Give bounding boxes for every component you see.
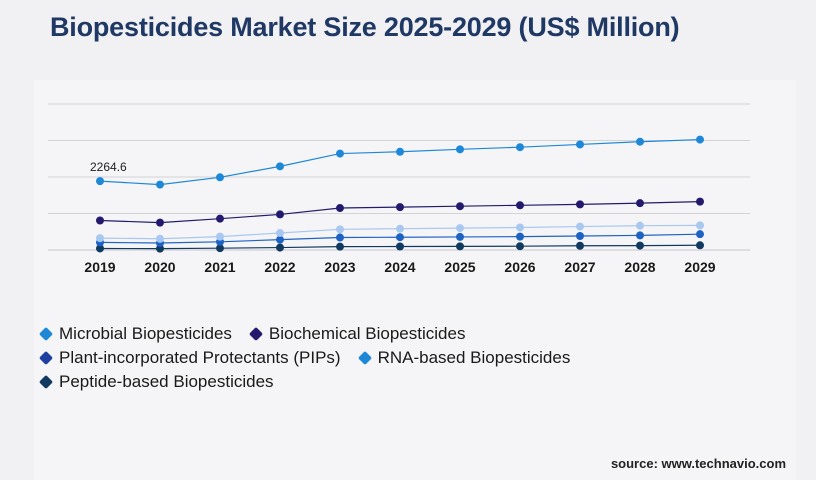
data-point	[456, 145, 464, 154]
data-point	[336, 233, 344, 242]
series-line	[99, 138, 701, 186]
data-point	[696, 221, 704, 230]
chart-card	[34, 80, 796, 480]
x-tick-label: 2026	[504, 259, 535, 275]
chart-legend: Microbial Biopesticides Biochemical Biop…	[38, 322, 738, 394]
data-point	[396, 224, 404, 233]
legend-item-peptide: Peptide-based Biopesticides	[38, 372, 274, 392]
data-point	[216, 244, 224, 253]
data-point	[336, 225, 344, 234]
data-point	[276, 228, 284, 237]
x-tick-label: 2028	[624, 259, 655, 275]
data-point	[576, 222, 584, 231]
data-point	[396, 233, 404, 242]
legend-item-microbial: Microbial Biopesticides	[38, 324, 232, 344]
data-point	[576, 241, 584, 250]
data-point	[96, 234, 104, 243]
data-point	[516, 223, 524, 232]
legend-item-rna: RNA-based Biopesticides	[357, 348, 571, 368]
data-point	[696, 197, 704, 206]
legend-label: Plant-incorporated Protectants (PIPs)	[59, 348, 341, 367]
x-tick-label: 2019	[84, 259, 115, 275]
data-point	[276, 235, 284, 244]
x-tick-label: 2024	[384, 259, 415, 275]
legend-label: Peptide-based Biopesticides	[59, 372, 274, 391]
legend-label: Biochemical Biopesticides	[268, 324, 466, 343]
legend-item-biochemical: Biochemical Biopesticides	[248, 324, 466, 344]
legend-marker-icon	[357, 350, 372, 366]
data-point	[396, 203, 404, 212]
legend-marker-icon	[248, 326, 263, 342]
data-point	[216, 214, 224, 223]
data-point	[156, 244, 164, 253]
x-tick-label: 2020	[144, 259, 175, 275]
data-point	[456, 242, 464, 251]
data-point	[336, 242, 344, 251]
data-point	[336, 149, 344, 158]
data-point	[276, 162, 284, 171]
x-tick-label: 2029	[684, 259, 715, 275]
data-point	[336, 204, 344, 213]
data-point	[156, 218, 164, 227]
data-point	[696, 230, 704, 239]
legend-marker-icon	[38, 374, 54, 390]
data-point	[516, 232, 524, 241]
data-point	[156, 180, 164, 189]
data-point	[636, 221, 644, 230]
data-point	[636, 241, 644, 250]
data-point	[396, 242, 404, 251]
legend-item-pips: Plant-incorporated Protectants (PIPs)	[38, 348, 341, 368]
data-point	[96, 216, 104, 225]
data-point	[456, 232, 464, 241]
data-point	[636, 231, 644, 240]
data-point	[96, 177, 104, 186]
data-point	[456, 202, 464, 211]
data-point	[636, 199, 644, 208]
x-tick-label: 2023	[324, 259, 355, 275]
source-credit: source: www.technavio.com	[610, 456, 786, 471]
x-tick-label: 2022	[264, 259, 295, 275]
x-tick-label: 2021	[204, 259, 235, 275]
data-point	[96, 244, 104, 253]
legend-marker-icon	[38, 326, 54, 342]
data-point	[576, 232, 584, 241]
legend-label: Microbial Biopesticides	[59, 324, 232, 343]
data-point	[216, 232, 224, 241]
x-tick-label: 2027	[564, 259, 595, 275]
data-point	[636, 137, 644, 146]
data-point	[156, 234, 164, 243]
data-point	[576, 140, 584, 149]
data-point	[576, 200, 584, 209]
data-point	[216, 173, 224, 182]
legend-label: RNA-based Biopesticides	[377, 348, 571, 367]
chart-title: Biopesticides Market Size 2025-2029 (US$…	[50, 12, 680, 42]
line-chart: 2019 2020 2021 2022 2023 2024 2025 2026 2027 2028…	[48, 103, 750, 275]
legend-marker-icon	[38, 350, 54, 366]
x-tick-label: 2025	[444, 259, 475, 275]
data-label: 2264.6	[90, 160, 127, 174]
data-point	[516, 143, 524, 152]
data-point	[696, 241, 704, 250]
data-point	[516, 201, 524, 210]
data-point	[696, 135, 704, 144]
data-point	[276, 243, 284, 252]
data-point	[276, 210, 284, 219]
data-point	[516, 242, 524, 251]
data-point	[456, 224, 464, 233]
data-point	[396, 147, 404, 156]
